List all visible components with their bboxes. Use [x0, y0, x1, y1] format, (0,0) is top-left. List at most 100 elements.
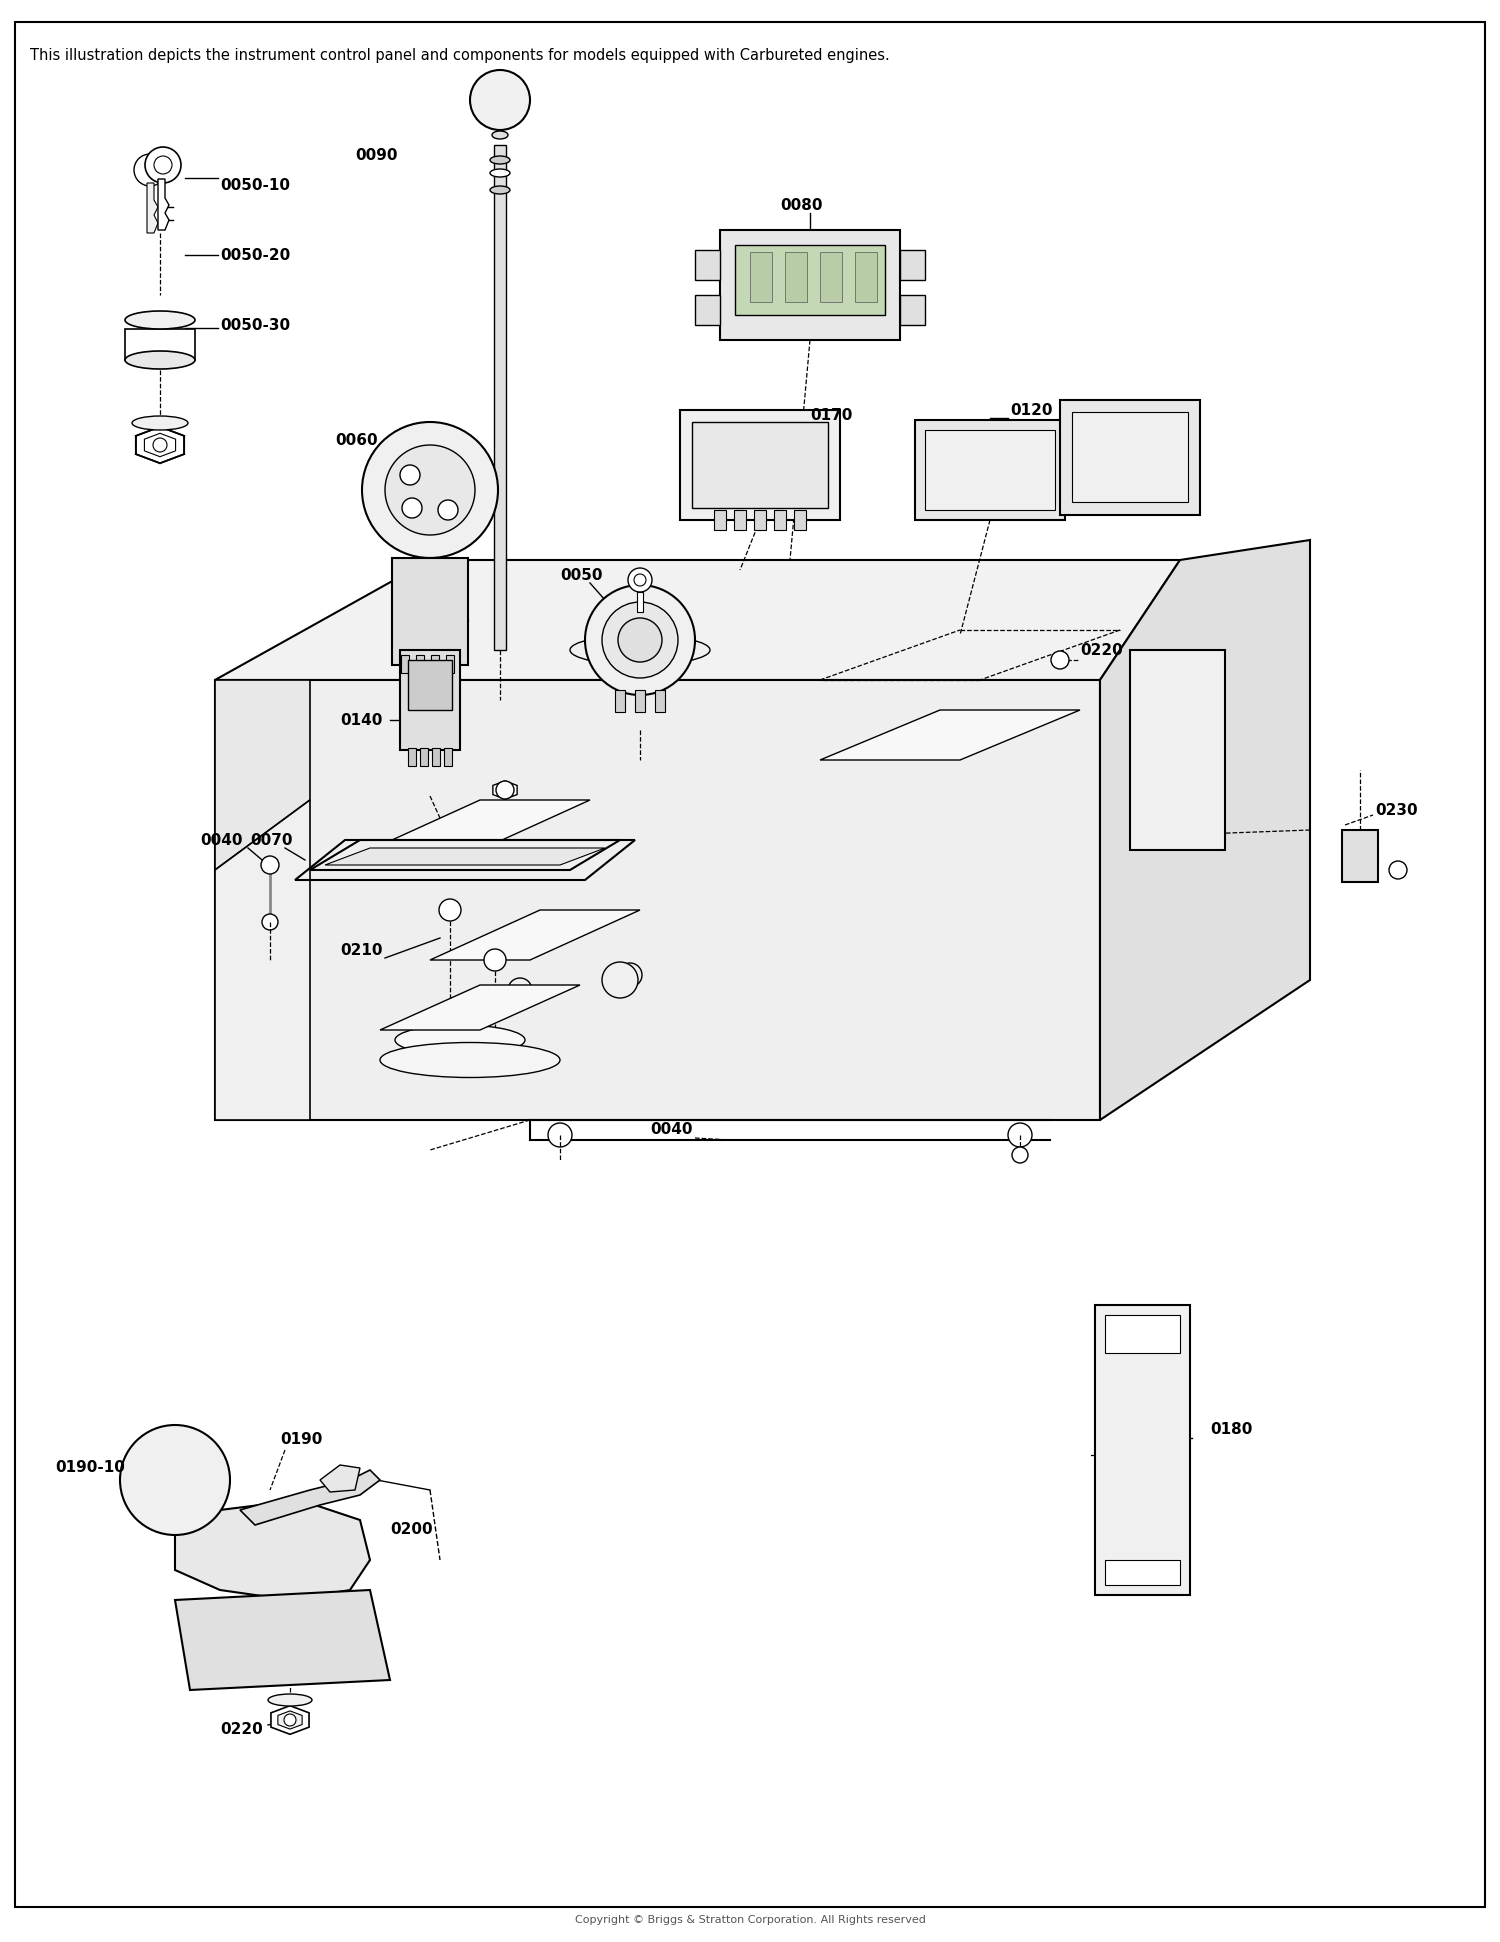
Text: 0050-30: 0050-30 — [220, 317, 290, 332]
Circle shape — [440, 899, 460, 921]
Polygon shape — [147, 183, 158, 233]
Bar — [821, 252, 842, 303]
Circle shape — [1008, 1122, 1032, 1148]
Text: 0220: 0220 — [1080, 643, 1122, 658]
Text: BRIGGS & STRATTON: BRIGGS & STRATTON — [440, 1023, 1060, 1076]
Bar — [444, 748, 452, 765]
Ellipse shape — [492, 130, 508, 140]
Circle shape — [602, 602, 678, 678]
Text: 0050: 0050 — [560, 567, 603, 583]
Text: 0050-10: 0050-10 — [220, 177, 290, 192]
Bar — [1095, 1305, 1190, 1594]
Text: This illustration depicts the instrument control panel and components for models: This illustration depicts the instrument… — [30, 47, 889, 62]
Bar — [735, 245, 885, 315]
Circle shape — [362, 421, 498, 557]
Bar — [784, 252, 807, 303]
Bar — [1106, 1559, 1180, 1585]
Bar — [900, 251, 926, 280]
Polygon shape — [326, 849, 604, 864]
Circle shape — [438, 499, 458, 520]
Bar — [656, 689, 664, 713]
Circle shape — [1038, 423, 1052, 437]
Bar — [794, 511, 806, 530]
Circle shape — [1052, 651, 1070, 668]
Ellipse shape — [490, 186, 510, 194]
Circle shape — [120, 1425, 230, 1534]
Circle shape — [618, 618, 662, 662]
Bar — [1060, 400, 1200, 515]
Polygon shape — [214, 800, 310, 1121]
Bar — [694, 295, 720, 324]
Ellipse shape — [490, 169, 510, 177]
Text: 0060: 0060 — [334, 433, 378, 447]
Bar — [750, 252, 772, 303]
Circle shape — [602, 961, 638, 998]
Bar — [400, 654, 410, 674]
Bar — [734, 511, 746, 530]
Polygon shape — [278, 1711, 302, 1728]
Bar — [714, 511, 726, 530]
Circle shape — [1013, 1148, 1028, 1163]
Circle shape — [328, 1637, 352, 1662]
Text: 0040: 0040 — [200, 833, 243, 847]
Polygon shape — [158, 179, 170, 229]
Text: 0070: 0070 — [251, 833, 292, 847]
Circle shape — [496, 781, 514, 798]
Bar — [420, 748, 428, 765]
Text: 0190-10: 0190-10 — [56, 1460, 125, 1476]
Bar — [432, 748, 439, 765]
Polygon shape — [272, 1705, 309, 1734]
Polygon shape — [136, 427, 184, 464]
Circle shape — [134, 153, 166, 186]
Text: Copyright © Briggs & Stratton Corporation. All Rights reserved: Copyright © Briggs & Stratton Corporatio… — [574, 1915, 926, 1925]
Circle shape — [262, 915, 278, 930]
Circle shape — [618, 963, 642, 987]
Polygon shape — [176, 1590, 390, 1690]
Bar — [1342, 829, 1378, 882]
Bar — [754, 511, 766, 530]
Text: 0200: 0200 — [390, 1523, 432, 1538]
Polygon shape — [144, 433, 176, 456]
Bar — [900, 295, 926, 324]
Text: 0170: 0170 — [810, 408, 852, 423]
Bar — [855, 252, 877, 303]
Polygon shape — [638, 592, 644, 612]
Bar — [1106, 1315, 1180, 1354]
Circle shape — [484, 950, 506, 971]
Bar — [1072, 412, 1188, 501]
Circle shape — [548, 1122, 572, 1148]
Polygon shape — [370, 800, 590, 851]
Circle shape — [585, 585, 694, 695]
Bar — [430, 654, 439, 674]
Text: 0050-20: 0050-20 — [220, 247, 291, 262]
Circle shape — [400, 464, 420, 486]
Polygon shape — [240, 1470, 380, 1524]
Circle shape — [402, 497, 422, 519]
Polygon shape — [124, 328, 195, 359]
Ellipse shape — [394, 1025, 525, 1055]
Bar — [774, 511, 786, 530]
Bar — [694, 251, 720, 280]
Circle shape — [908, 305, 920, 317]
Circle shape — [470, 70, 530, 130]
Circle shape — [509, 979, 532, 1002]
Circle shape — [928, 423, 942, 437]
Polygon shape — [214, 680, 1100, 1121]
Circle shape — [153, 439, 166, 452]
Circle shape — [1389, 860, 1407, 880]
Polygon shape — [494, 146, 506, 651]
Bar — [915, 419, 1065, 520]
Text: 0120: 0120 — [1010, 402, 1053, 418]
Circle shape — [284, 1715, 296, 1726]
Bar — [634, 689, 645, 713]
Bar — [926, 429, 1054, 511]
Text: 0080: 0080 — [780, 198, 822, 212]
Bar — [720, 229, 900, 340]
Polygon shape — [310, 841, 620, 870]
Polygon shape — [320, 1464, 360, 1491]
Circle shape — [146, 148, 182, 183]
Text: 0090: 0090 — [356, 148, 398, 163]
Bar — [400, 651, 460, 750]
Circle shape — [634, 575, 646, 586]
Bar — [615, 689, 626, 713]
